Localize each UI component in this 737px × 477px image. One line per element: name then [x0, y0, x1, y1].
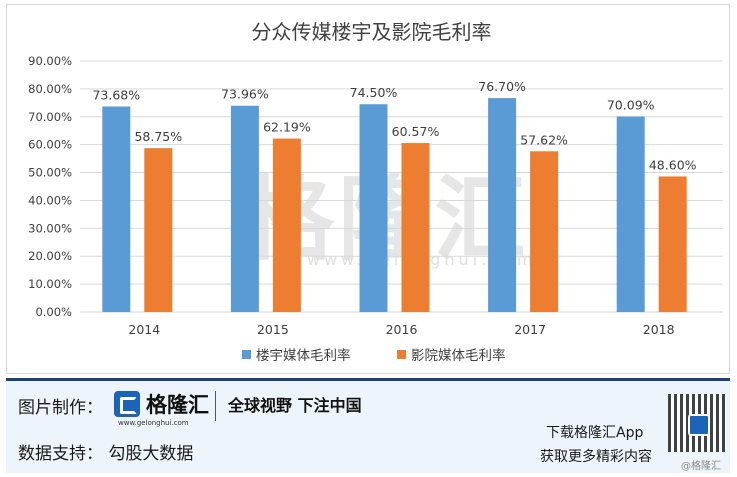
legend-label: 楼宇媒体毛利率: [256, 347, 351, 364]
data-label: 73.96%: [221, 87, 269, 102]
data-label: 62.19%: [263, 120, 311, 135]
bar-chart: 分众传媒楼宇及影院毛利率 0.00% 10.00% 20.00% 30.00% 40.00…: [28, 20, 723, 364]
download-app-text: 下载格隆汇App: [546, 425, 644, 441]
chart-area: 格隆汇 www.gelonghui.com 分众传媒楼宇及影院毛利率0.00%1…: [6, 4, 730, 374]
legend-swatch: [242, 350, 251, 359]
data-label: 76.70%: [478, 79, 526, 94]
bar-building-2016: [359, 104, 388, 312]
y-tick-label: 50.00%: [28, 166, 72, 180]
footer-banner: 图片制作： 格隆汇 www.gelonghui.com 全球视野 下注中国 数据…: [6, 378, 730, 473]
data-label: 73.68%: [92, 88, 140, 103]
y-tick-label: 80.00%: [28, 82, 72, 96]
y-tick-label: 70.00%: [28, 110, 72, 124]
chart-title: 分众传媒楼宇及影院毛利率: [252, 20, 492, 44]
y-tick-label: 0.00%: [35, 305, 72, 319]
gelonghui-logo-icon: [114, 391, 140, 417]
data-label: 70.09%: [607, 98, 655, 113]
bar-cinema-2017: [530, 151, 559, 312]
more-content-text: 获取更多精彩内容: [540, 449, 652, 465]
y-tick-label: 60.00%: [28, 138, 72, 152]
data-source: 数据支持： 勾股大数据: [18, 444, 194, 464]
x-tick-label: 2016: [386, 322, 418, 337]
divider: [215, 391, 216, 421]
qr-caption: @格隆汇: [681, 461, 721, 472]
x-tick-label: 2017: [514, 322, 546, 337]
x-tick-label: 2015: [257, 322, 289, 337]
data-label: 58.75%: [134, 129, 182, 144]
bar-building-2018: [616, 116, 645, 312]
y-tick-label: 30.00%: [28, 221, 72, 235]
y-tick-label: 10.00%: [28, 277, 72, 291]
brand-name: 格隆汇: [146, 393, 209, 417]
y-tick-label: 20.00%: [28, 249, 72, 263]
data-label: 57.62%: [520, 132, 568, 147]
bar-cinema-2018: [658, 176, 687, 312]
bar-building-2017: [488, 98, 517, 312]
y-tick-label: 40.00%: [28, 193, 72, 207]
data-label: 74.50%: [350, 85, 398, 100]
bar-cinema-2016: [401, 143, 430, 312]
bar-cinema-2015: [272, 138, 301, 312]
data-label: 48.60%: [649, 157, 697, 172]
bar-cinema-2014: [144, 148, 173, 312]
y-tick-label: 90.00%: [28, 54, 72, 68]
slogan: 全球视野 下注中国: [228, 396, 362, 415]
data-label: 60.57%: [392, 124, 440, 139]
bar-building-2014: [102, 106, 131, 312]
qr-logo-icon: [688, 414, 710, 436]
x-tick-label: 2014: [128, 322, 160, 337]
legend-swatch: [397, 350, 406, 359]
x-tick-label: 2018: [643, 322, 675, 337]
legend-label: 影院媒体毛利率: [411, 347, 506, 364]
credit-label: 图片制作：: [18, 398, 103, 418]
bar-building-2015: [230, 105, 259, 312]
brand-url: www.gelonghui.com: [118, 419, 189, 427]
